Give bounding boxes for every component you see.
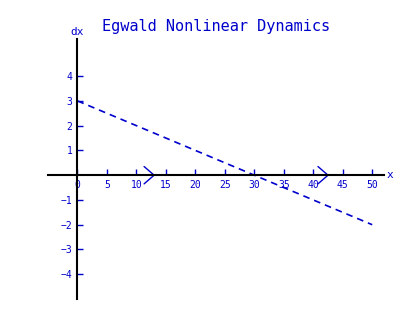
Title: Egwald Nonlinear Dynamics: Egwald Nonlinear Dynamics [102, 19, 330, 34]
Text: x: x [387, 170, 394, 180]
Text: dx: dx [71, 27, 84, 36]
